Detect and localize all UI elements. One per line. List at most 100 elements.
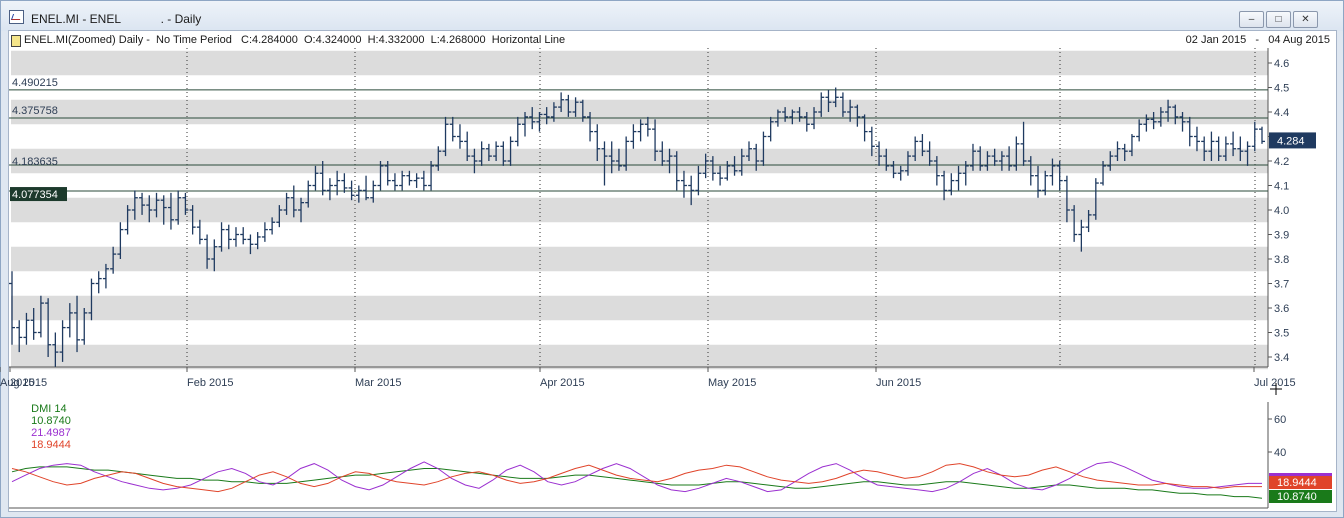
ohlc-bar [876, 141, 883, 166]
horizontal-line-label: 4.183635 [12, 156, 58, 168]
price-band [11, 246, 1268, 272]
ohlc-bar [969, 143, 976, 171]
horizontal-line-label: 4.375758 [12, 105, 58, 117]
ohlc-bar [948, 173, 955, 196]
horizontal-line-label: 4.490215 [12, 77, 58, 89]
ohlc-bar [464, 131, 471, 161]
ohlc-bar [160, 195, 167, 225]
ohlc-bar [139, 192, 146, 215]
ohlc-bar [290, 185, 297, 218]
ohlc-bar [204, 234, 211, 269]
ohlc-bar [984, 151, 991, 171]
ohlc-bar [16, 320, 23, 353]
price-tick-label: 3.4 [1274, 352, 1289, 364]
ohlc-bar [167, 192, 174, 230]
ohlc-bar [977, 146, 984, 171]
dmi-value-badge [1269, 490, 1332, 503]
ohlc-bar [261, 222, 268, 242]
time-tick-label: Feb 2015 [187, 377, 233, 389]
time-tick-label: 2015 [10, 377, 34, 389]
price-tick-label: 4.2 [1274, 156, 1289, 168]
ohlc-bar [1049, 158, 1056, 186]
ohlc-bar [543, 107, 550, 125]
ohlc-bar [493, 141, 500, 161]
ohlc-bar [319, 161, 326, 196]
ohlc-bar [232, 227, 239, 247]
ohlc-bar [1251, 121, 1258, 152]
ohlc-bar [890, 161, 897, 179]
ohlc-bar [305, 180, 312, 208]
time-tick-label: Aug 2015 [0, 377, 47, 389]
ohlc-bar [102, 263, 109, 289]
ohlc-bar [23, 312, 30, 345]
close-button[interactable]: ✕ [1293, 11, 1318, 28]
date-range: 02 Jan 2015 - 04 Aug 2015 [1185, 34, 1330, 46]
ohlc-bar [637, 119, 644, 142]
ohlc-bar [615, 148, 622, 171]
ohlc-bar [131, 190, 138, 220]
ohlc-bar [124, 205, 131, 235]
dmi-tick-label: 40 [1274, 447, 1286, 459]
ohlc-bar [731, 156, 738, 176]
ohlc-bar [507, 136, 514, 166]
ohlc-bar [998, 151, 1005, 171]
ohlc-bar [630, 124, 637, 149]
ohlc-bar [883, 148, 890, 171]
ohlc-bar [66, 303, 73, 338]
chart-info-icon[interactable] [11, 35, 21, 47]
ohlc-bar [449, 116, 456, 142]
ohlc-bar [868, 126, 875, 157]
ohlc-bar [550, 102, 557, 122]
ohlc-bar [1193, 126, 1200, 152]
ohlc-bar [153, 192, 160, 218]
ohlc-bar [247, 234, 254, 255]
dmi-tick-label: 60 [1274, 414, 1286, 426]
ohlc-bar [363, 175, 370, 201]
restore-button[interactable]: □ [1266, 11, 1291, 28]
ohlc-bar [847, 99, 854, 122]
ohlc-bar [52, 332, 59, 367]
adx-value: 10.8740 [31, 415, 71, 427]
ohlc-bar [399, 170, 406, 191]
ohlc-bar [1056, 161, 1063, 191]
price-band [11, 344, 1268, 370]
ohlc-bar [37, 295, 44, 338]
ohlc-bar [897, 165, 904, 181]
ohlc-bar [276, 205, 283, 228]
minimize-button[interactable]: – [1239, 11, 1264, 28]
ohlc-bar [326, 178, 333, 201]
ohlc-bar [240, 227, 247, 245]
ohlc-bar [579, 99, 586, 122]
indicator-legend: DMI 14 10.8740 21.4987 18.9444 [25, 391, 76, 451]
ohlc-bar [565, 94, 572, 117]
ohlc-bar [1230, 131, 1237, 157]
ohlc-bar [146, 195, 153, 223]
ohlc-bar [355, 185, 362, 203]
ohlc-bar [391, 173, 398, 191]
ohlc-bar [1143, 114, 1150, 132]
dmi-value-badge [1269, 476, 1332, 489]
ohlc-bar [1150, 112, 1157, 130]
ohlc-bar [825, 89, 832, 112]
ohlc-bar [594, 124, 601, 161]
ohlc-bar [110, 246, 117, 274]
title-bar[interactable]: ENEL.MI - ENEL . - Daily – □ ✕ [1, 1, 1343, 31]
ohlc-bar [680, 170, 687, 198]
indicator-name: DMI 14 [31, 403, 67, 415]
ohlc-bar [30, 308, 37, 340]
ohlc-bar [1035, 165, 1042, 198]
ohlc-bar [1006, 146, 1013, 171]
ohlc-bar [941, 170, 948, 201]
ohlc-bar [1027, 156, 1034, 186]
dmi-value-badge-label: 10.8740 [1277, 491, 1317, 503]
ohlc-bar [1128, 134, 1135, 157]
ohlc-bar [832, 87, 839, 108]
price-tick-label: 4.1 [1274, 181, 1289, 193]
ohlc-bar [933, 156, 940, 186]
price-tick-label: 4.4 [1274, 107, 1289, 119]
ohlc-bar [225, 224, 232, 250]
ohlc-bar [1215, 136, 1222, 161]
ohlc-bar [724, 161, 731, 181]
ohlc-bar [175, 190, 182, 225]
